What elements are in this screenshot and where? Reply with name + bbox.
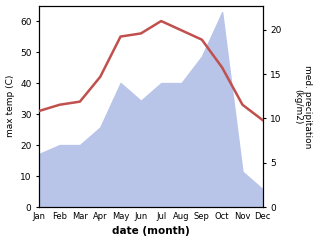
X-axis label: date (month): date (month): [112, 227, 190, 236]
Y-axis label: max temp (C): max temp (C): [5, 75, 15, 137]
Y-axis label: med. precipitation
(kg/m2): med. precipitation (kg/m2): [293, 65, 313, 148]
